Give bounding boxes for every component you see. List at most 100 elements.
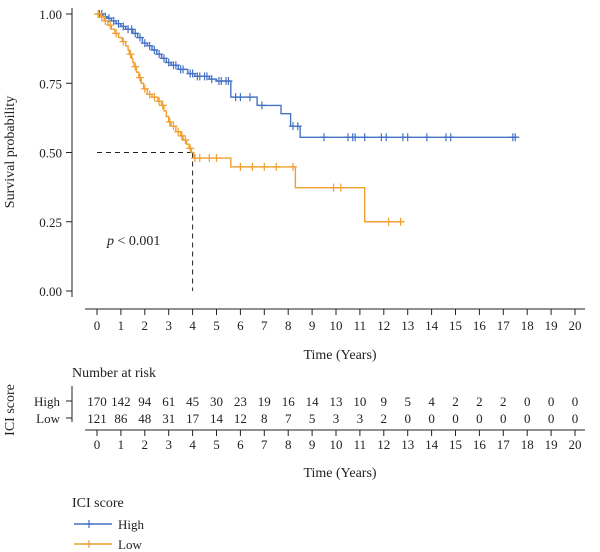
risk-table-rows: High 170 142 94 61 45 30 23 19 16 14 13 10 9 5 4 2 2 2 0 0 0L… bbox=[34, 394, 578, 426]
risk-count-high: 10 bbox=[353, 394, 366, 409]
censor-mark-low bbox=[158, 101, 167, 110]
risk-count-low: 48 bbox=[138, 411, 151, 426]
censor-mark-high bbox=[236, 93, 245, 102]
risk-row-label-high: High bbox=[34, 394, 61, 409]
risk-x-tick-label: 13 bbox=[401, 437, 414, 452]
x-tick-label: 13 bbox=[401, 318, 414, 333]
censor-mark-high bbox=[140, 39, 149, 48]
survival-curve-high bbox=[97, 13, 518, 138]
y-tick-label: 0.00 bbox=[39, 284, 62, 299]
risk-count-high: 4 bbox=[428, 394, 435, 409]
x-tick-label: 20 bbox=[569, 318, 582, 333]
y-tick-label: 0.75 bbox=[39, 76, 62, 91]
risk-count-high: 9 bbox=[381, 394, 388, 409]
risk-count-low: 0 bbox=[428, 411, 435, 426]
x-axis-label: Time (Years) bbox=[303, 348, 376, 363]
risk-count-high: 2 bbox=[476, 394, 483, 409]
x-tick-label: 5 bbox=[213, 318, 220, 333]
risk-x-tick-label: 15 bbox=[449, 437, 462, 452]
risk-count-low: 0 bbox=[404, 411, 411, 426]
risk-count-high: 0 bbox=[524, 394, 531, 409]
risk-x-tick-label: 18 bbox=[521, 437, 534, 452]
survival-plot: Survival probability 0.00 0.25 0.50 0.75 1.0… bbox=[3, 7, 585, 363]
censor-mark-low bbox=[140, 84, 149, 93]
x-tick-label: 9 bbox=[309, 318, 316, 333]
risk-count-low: 0 bbox=[572, 411, 579, 426]
survival-curve-low bbox=[97, 13, 403, 223]
risk-x-tick-label: 0 bbox=[94, 437, 101, 452]
censor-mark-low bbox=[126, 50, 135, 59]
censor-mark-high bbox=[159, 54, 168, 63]
censor-mark-high bbox=[382, 133, 391, 142]
censor-mark-high bbox=[150, 46, 159, 55]
legend-label-high: High bbox=[118, 517, 145, 532]
risk-x-tick-label: 2 bbox=[142, 437, 149, 452]
risk-x-tick-label: 14 bbox=[425, 437, 439, 452]
x-tick-label: 3 bbox=[165, 318, 172, 333]
censor-mark-low bbox=[195, 154, 204, 163]
censor-mark-low bbox=[248, 162, 257, 171]
risk-count-low: 3 bbox=[357, 411, 364, 426]
risk-x-tick-label: 20 bbox=[569, 437, 582, 452]
p-symbol: p bbox=[106, 234, 114, 249]
censor-mark-low bbox=[186, 144, 195, 153]
censor-mark-high bbox=[109, 16, 118, 25]
censor-mark-low bbox=[112, 29, 121, 38]
x-tick-label: 0 bbox=[94, 318, 101, 333]
risk-x-tick-label: 16 bbox=[473, 437, 487, 452]
x-tick-label: 18 bbox=[521, 318, 534, 333]
p-value-annotation: p < 0.001 bbox=[106, 234, 160, 249]
p-value-text: < 0.001 bbox=[114, 234, 160, 249]
legend-title: ICI score bbox=[72, 496, 124, 511]
censor-mark-high bbox=[114, 19, 123, 28]
risk-count-high: 14 bbox=[306, 394, 320, 409]
censor-mark-high bbox=[155, 50, 164, 59]
censor-mark-low bbox=[260, 162, 269, 171]
censor-mark-high bbox=[136, 33, 145, 42]
censor-mark-low bbox=[174, 127, 183, 136]
risk-count-high: 13 bbox=[330, 394, 343, 409]
risk-table-x-axis-label: Time (Years) bbox=[303, 466, 376, 481]
censor-mark-high bbox=[360, 133, 369, 142]
x-tick-label: 17 bbox=[497, 318, 511, 333]
censor-mark-low bbox=[119, 37, 128, 46]
legend-items: High Low bbox=[74, 517, 145, 552]
legend-marker-high bbox=[85, 520, 93, 528]
risk-x-tick-label: 6 bbox=[237, 437, 244, 452]
legend-marker-low bbox=[85, 540, 93, 548]
median-survival-guides bbox=[97, 152, 194, 291]
risk-count-high: 45 bbox=[186, 394, 199, 409]
censor-mark-high bbox=[257, 101, 266, 110]
censor-mark-high bbox=[171, 61, 180, 70]
censor-mark-high bbox=[119, 22, 128, 31]
risk-table-title: Number at risk bbox=[72, 366, 156, 381]
censor-mark-low bbox=[236, 162, 245, 171]
risk-count-low: 14 bbox=[210, 411, 224, 426]
censor-mark-high bbox=[293, 122, 302, 131]
censor-mark-low bbox=[145, 90, 154, 99]
risk-count-low: 0 bbox=[548, 411, 555, 426]
risk-count-low: 5 bbox=[309, 411, 316, 426]
risk-x-tick-label: 4 bbox=[189, 437, 196, 452]
censor-mark-high bbox=[145, 41, 154, 50]
legend-label-low: Low bbox=[118, 537, 142, 552]
risk-x-tick-label: 10 bbox=[330, 437, 343, 452]
censor-mark-high bbox=[202, 72, 211, 81]
x-tick-label: 16 bbox=[473, 318, 487, 333]
censor-mark-low bbox=[106, 21, 115, 30]
risk-count-low: 0 bbox=[500, 411, 507, 426]
risk-x-tick-label: 8 bbox=[285, 437, 292, 452]
x-tick-label: 6 bbox=[237, 318, 244, 333]
censor-mark-high bbox=[320, 133, 329, 142]
risk-count-low: 12 bbox=[234, 411, 247, 426]
x-tick-label: 14 bbox=[425, 318, 439, 333]
risk-count-high: 16 bbox=[282, 394, 296, 409]
risk-count-low: 8 bbox=[261, 411, 268, 426]
censor-mark-low bbox=[155, 97, 164, 106]
x-ticks: 0 1 2 3 4 5 6 7 8 9 10 11 12 13 14 15 16 17 18 19 20 bbox=[94, 309, 582, 333]
x-tick-label: 12 bbox=[377, 318, 390, 333]
risk-count-high: 5 bbox=[404, 394, 411, 409]
censor-mark-low bbox=[97, 12, 106, 21]
censor-mark-high bbox=[403, 133, 412, 142]
x-tick-label: 2 bbox=[142, 318, 149, 333]
